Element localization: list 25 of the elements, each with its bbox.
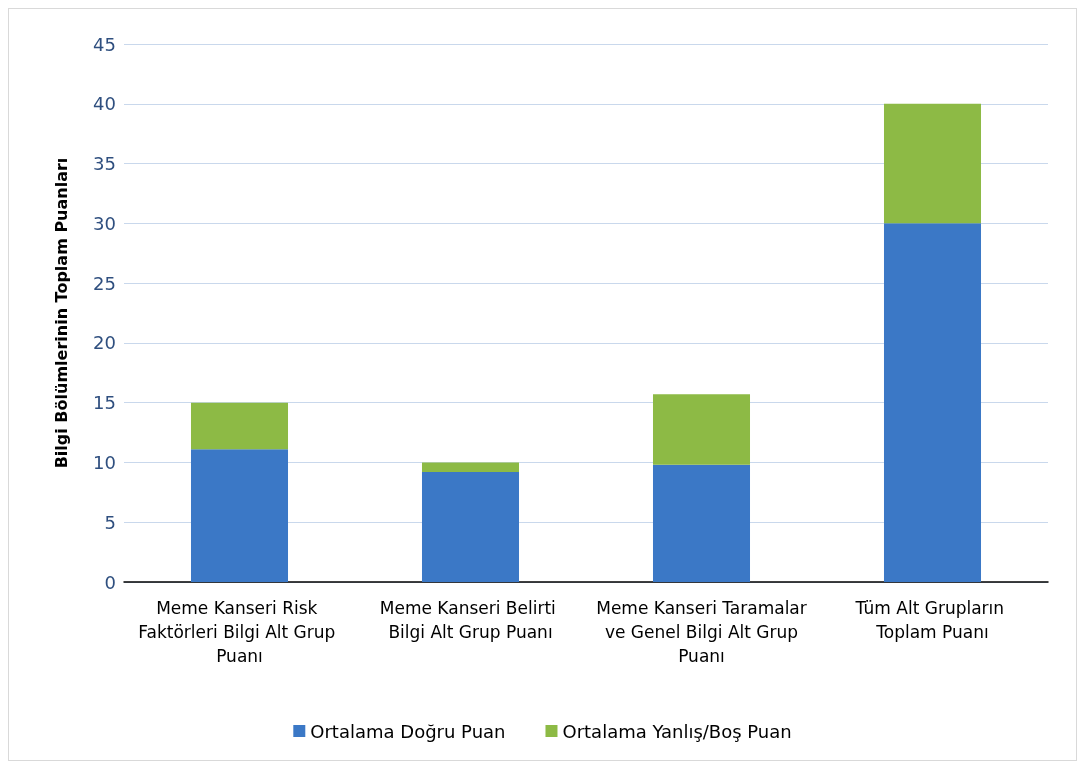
bar [652,394,751,465]
x-tick-label: Meme Kanseri Risk Faktörleri Bilgi Alt Grup Puanı [138,598,341,666]
bar [883,103,982,224]
bar [421,462,520,473]
x-tick-label: Meme Kanseri Taramalar ve Genel Bilgi Alt Grup Puanı [596,598,807,666]
y-tick-label: 20 [93,332,116,354]
legend-label: Ortalama Yanlış/Boş Puan [562,720,792,742]
y-tick-label: 15 [93,392,116,414]
bar [190,449,289,582]
y-tick-label: 30 [93,212,116,234]
bar [652,464,751,582]
bar [190,402,289,450]
y-tick-label: 40 [93,93,116,115]
y-axis-title: Bilgi Bölümlerinin Toplam Puanları [51,157,71,469]
y-tick-label: 25 [93,272,116,294]
x-tick-label: Tüm Alt Grupların Toplam Puanı [854,598,1010,642]
y-tick-label: 35 [93,153,116,175]
x-tick-label: Meme Kanseri Belirti Bilgi Alt Grup Puanı [379,598,562,642]
y-tick-label: 5 [104,511,116,533]
y-tick-label: 0 [104,571,116,593]
y-tick-label: 10 [93,451,116,473]
bar [421,472,520,582]
legend-label: Ortalama Doğru Puan [310,720,506,742]
y-tick-label: 45 [93,33,116,55]
bar [883,223,982,582]
